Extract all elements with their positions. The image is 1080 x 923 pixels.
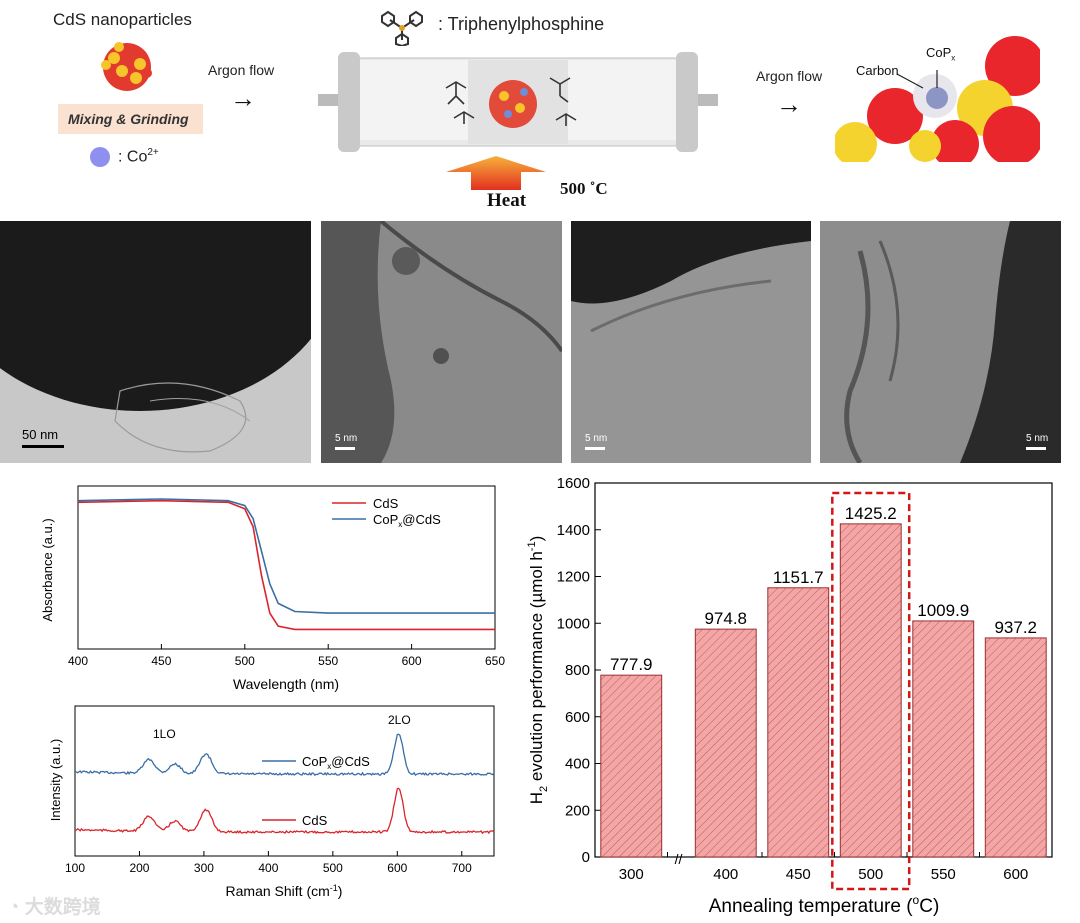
bar-value-label: 1425.2 — [845, 504, 897, 523]
bar-value-label: 777.9 — [610, 655, 653, 674]
bar-ylabel: H2 evolution performance (µmol h-1) — [526, 536, 550, 805]
bar-500 — [839, 523, 902, 858]
heat-arrow-icon — [446, 156, 546, 190]
uv-x-tick-label: 550 — [318, 654, 338, 668]
bar-category-label: 400 — [713, 866, 738, 883]
bar-y-tick-label: 600 — [565, 709, 590, 726]
bar-y-tick-label: 0 — [582, 849, 590, 866]
bar-550 — [912, 620, 975, 858]
co-legend: : Co2+ — [118, 147, 159, 166]
tem-image-1: 50 nm — [0, 221, 311, 463]
bar-value-label: 1009.9 — [917, 601, 969, 620]
uv-legend-cds: CdS — [373, 496, 399, 511]
uv-ylabel: Absorbance (a.u.) — [40, 518, 55, 621]
cds-title: CdS nanoparticles — [53, 10, 192, 29]
raman-annotation-2lo: 2LO — [388, 713, 411, 727]
bar-value-label: 974.8 — [704, 609, 747, 628]
scale-bar-label: 5 nm — [335, 433, 358, 444]
bar-xlabel: Annealing temperature (oC) — [709, 893, 940, 917]
raman-x-tick-label: 700 — [452, 861, 472, 875]
uv-x-tick-label: 500 — [235, 654, 255, 668]
raman-x-tick-label: 300 — [194, 861, 214, 875]
bar-value-label: 937.2 — [994, 618, 1037, 637]
raman-x-tick-label: 600 — [387, 861, 407, 875]
co-ion-icon — [90, 147, 110, 167]
triphenylphosphine-icon — [381, 10, 423, 46]
bar-value-label: 1151.7 — [773, 568, 824, 587]
mixing-grinding-label: Mixing & Grinding — [68, 111, 189, 127]
raman-series-copx-cds — [74, 733, 495, 777]
raman-x-tick-label: 500 — [323, 861, 343, 875]
tube-furnace — [318, 52, 718, 152]
raman-spectrum-chart: 100 200 300 400 500 600 700 1LO 2LO CoPx@CdS C… — [48, 705, 495, 899]
bar-400 — [694, 628, 757, 858]
tem-image-4: 5 nm — [820, 221, 1061, 463]
raman-xlabel: Raman Shift (cm-1) — [226, 883, 343, 899]
uv-legend-copx: CoPx@CdS — [373, 512, 441, 529]
cds-nanoparticle-cluster-icon — [101, 42, 152, 91]
watermark: ◔ 大数跨境 — [8, 897, 101, 918]
h2-evolution-bar-chart: 0 200 400 600 800 1000 1200 1400 1600 777.9 300 //… — [526, 475, 1053, 917]
scale-bar-label: 5 nm — [585, 433, 608, 444]
copx-label: CoPx — [926, 45, 956, 63]
raman-annotation-1lo: 1LO — [153, 727, 176, 741]
bar-600 — [984, 637, 1047, 858]
axis-break-mark: // — [675, 851, 683, 867]
raman-x-tick-label: 100 — [65, 861, 85, 875]
bar-y-tick-label: 1000 — [557, 615, 590, 632]
uv-series-copx-cds — [77, 498, 495, 614]
uv-x-tick-label: 450 — [151, 654, 171, 668]
uv-x-tick-label: 650 — [485, 654, 505, 668]
raman-legend-cds: CdS — [302, 813, 328, 828]
uv-xlabel: Wavelength (nm) — [233, 676, 339, 692]
bar-300 — [600, 674, 663, 858]
carbon-label: Carbon — [856, 63, 899, 78]
bar-y-tick-label: 1400 — [557, 522, 590, 539]
uv-vis-absorbance-chart: 400 450 500 550 600 650 CdS CoPx@CdS Waveleng… — [40, 485, 505, 692]
bar-category-label: 600 — [1003, 866, 1028, 883]
highlight-box-500 — [831, 491, 911, 891]
uv-x-tick-label: 400 — [68, 654, 88, 668]
tem-image-2: 5 nm — [321, 221, 562, 463]
raman-ylabel: Intensity (a.u.) — [48, 739, 63, 821]
raman-legend-copx: CoPx@CdS — [302, 754, 370, 771]
raman-x-tick-label: 400 — [258, 861, 278, 875]
argon-flow-label-2: Argon flow — [756, 68, 823, 84]
bar-y-tick-label: 200 — [565, 802, 590, 819]
bar-y-tick-label: 1200 — [557, 569, 590, 586]
argon-flow-label-1: Argon flow — [208, 62, 275, 78]
uv-x-tick-label: 600 — [402, 654, 422, 668]
arrow-right-icon: → — [776, 89, 802, 119]
bar-category-label: 500 — [858, 866, 883, 883]
bar-category-label: 450 — [786, 866, 811, 883]
bar-category-label: 300 — [619, 866, 644, 883]
watermark-logo-icon: ◔ — [8, 897, 20, 918]
scale-bar-label: 5 nm — [1026, 433, 1049, 444]
mixing-grinding-box — [58, 104, 203, 134]
heat-label: Heat — [487, 190, 527, 211]
bar-category-label: 550 — [931, 866, 956, 883]
uv-series-cds — [77, 499, 495, 631]
tem-image-3: 5 nm — [571, 221, 811, 463]
bar-y-tick-label: 1600 — [557, 475, 590, 492]
triphenylphosphine-legend: : Triphenylphosphine — [438, 14, 605, 34]
bar-y-tick-label: 800 — [565, 662, 590, 679]
copx-carbon-cds-illustration — [835, 36, 1040, 162]
temperature-label: 500 ˚C — [560, 179, 608, 198]
raman-x-tick-label: 200 — [129, 861, 149, 875]
bar-450 — [767, 587, 830, 858]
bar-y-tick-label: 400 — [565, 756, 590, 773]
scale-bar-label: 50 nm — [22, 427, 59, 442]
raman-series-cds — [74, 787, 495, 835]
schematic-panel: CdS nanoparticles Mixing & Grinding : Co… — [0, 0, 1080, 215]
arrow-right-icon: → — [230, 83, 256, 113]
